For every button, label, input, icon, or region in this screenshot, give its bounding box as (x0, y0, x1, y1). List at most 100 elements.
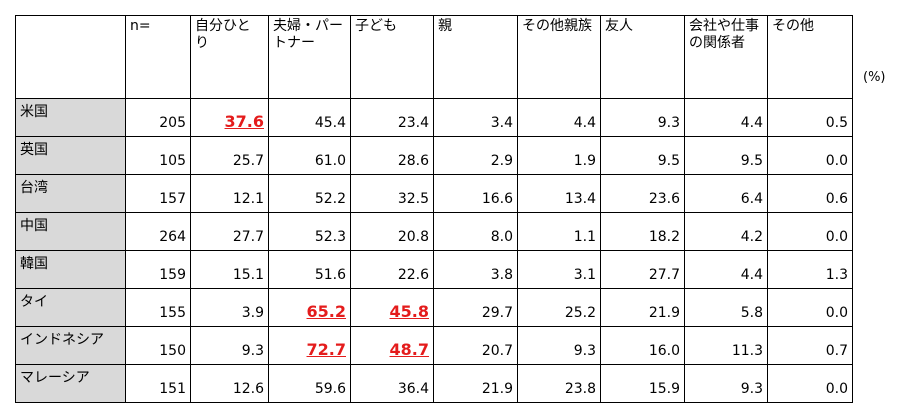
highlighted-value: 48.7 (389, 340, 429, 359)
value-cell: 9.5 (600, 136, 685, 175)
value-cell: 4.2 (684, 212, 768, 251)
value-cell: 155 (125, 288, 191, 327)
value-cell: 4.4 (517, 98, 601, 137)
value-cell: 27.7 (600, 250, 685, 289)
value-cell: 52.3 (268, 212, 351, 251)
data-row: 台湾 157 12.1 52.2 32.5 16.6 13.4 23.6 6.4 0.6 (15, 174, 853, 213)
value-cell: 25.2 (517, 288, 601, 327)
value-cell: 12.6 (190, 364, 269, 403)
value-cell: 45.4 (268, 98, 351, 137)
value-cell: 15.9 (600, 364, 685, 403)
value-cell: 105 (125, 136, 191, 175)
value-cell: 9.3 (517, 326, 601, 365)
value-cell: 3.9 (190, 288, 269, 327)
value-cell: 29.7 (433, 288, 518, 327)
value-cell: 1.1 (517, 212, 601, 251)
value-cell: 37.6 (190, 98, 269, 137)
data-row: 米国 205 37.6 45.4 23.4 3.4 4.4 9.3 4.4 0.5 (15, 98, 853, 137)
value-cell: 150 (125, 326, 191, 365)
value-cell: 72.7 (268, 326, 351, 365)
value-cell: 1.9 (517, 136, 601, 175)
value-cell: 20.7 (433, 326, 518, 365)
value-cell: 15.1 (190, 250, 269, 289)
value-cell: 59.6 (268, 364, 351, 403)
value-cell: 0.0 (767, 288, 853, 327)
value-cell: 264 (125, 212, 191, 251)
row-label: タイ (15, 288, 126, 327)
column-header: 夫婦・パートナー (268, 15, 351, 99)
corner-cell (15, 15, 126, 99)
column-header: その他 (767, 15, 853, 99)
value-cell: 23.8 (517, 364, 601, 403)
value-cell: 21.9 (600, 288, 685, 327)
value-cell: 12.1 (190, 174, 269, 213)
value-cell: 9.5 (684, 136, 768, 175)
highlighted-value: 65.2 (306, 302, 346, 321)
column-header: 自分ひとり (190, 15, 269, 99)
row-label: 中国 (15, 212, 126, 251)
row-label: マレーシア (15, 364, 126, 403)
data-table: n= 自分ひとり 夫婦・パートナー 子ども親その他親族 友人 会社や仕事の関係者 その他 米国… (15, 15, 853, 403)
row-label: 台湾 (15, 174, 126, 213)
value-cell: 157 (125, 174, 191, 213)
value-cell: 52.2 (268, 174, 351, 213)
value-cell: 25.7 (190, 136, 269, 175)
value-cell: 22.6 (350, 250, 434, 289)
highlighted-value: 37.6 (224, 112, 264, 131)
value-cell: 151 (125, 364, 191, 403)
value-cell: 205 (125, 98, 191, 137)
value-cell: 0.5 (767, 98, 853, 137)
value-cell: 18.2 (600, 212, 685, 251)
value-cell: 9.3 (684, 364, 768, 403)
data-row: 英国 105 25.7 61.0 28.6 2.9 1.9 9.5 9.5 0.0 (15, 136, 853, 175)
value-cell: 32.5 (350, 174, 434, 213)
value-cell: 3.1 (517, 250, 601, 289)
column-header: n= (125, 15, 191, 99)
value-cell: 23.6 (600, 174, 685, 213)
row-label: インドネシア (15, 326, 126, 365)
value-cell: 159 (125, 250, 191, 289)
value-cell: 16.0 (600, 326, 685, 365)
value-cell: 1.3 (767, 250, 853, 289)
value-cell: 0.0 (767, 212, 853, 251)
value-cell: 2.9 (433, 136, 518, 175)
value-cell: 0.0 (767, 136, 853, 175)
data-row: インドネシア 150 9.3 72.7 48.7 20.7 9.3 16.0 11.3 0.7 (15, 326, 853, 365)
highlighted-value: 72.7 (306, 340, 346, 359)
highlighted-value: 45.8 (389, 302, 429, 321)
value-cell: 5.8 (684, 288, 768, 327)
value-cell: 27.7 (190, 212, 269, 251)
value-cell: 9.3 (190, 326, 269, 365)
column-header: 友人 (600, 15, 685, 99)
value-cell: 36.4 (350, 364, 434, 403)
value-cell: 13.4 (517, 174, 601, 213)
value-cell: 6.4 (684, 174, 768, 213)
value-cell: 21.9 (433, 364, 518, 403)
row-label: 米国 (15, 98, 126, 137)
value-cell: 0.0 (767, 364, 853, 403)
value-cell: 9.3 (600, 98, 685, 137)
value-cell: 4.4 (684, 98, 768, 137)
value-cell: 28.6 (350, 136, 434, 175)
data-row: 中国 264 27.7 52.3 20.8 8.0 1.1 18.2 4.2 0.0 (15, 212, 853, 251)
value-cell: 3.4 (433, 98, 518, 137)
value-cell: 65.2 (268, 288, 351, 327)
row-label: 韓国 (15, 250, 126, 289)
value-cell: 8.0 (433, 212, 518, 251)
value-cell: 3.8 (433, 250, 518, 289)
column-header: 親 (433, 15, 518, 99)
column-header: 子ども (350, 15, 434, 99)
value-cell: 51.6 (268, 250, 351, 289)
unit-label: (%) (863, 70, 886, 85)
value-cell: 48.7 (350, 326, 434, 365)
value-cell: 23.4 (350, 98, 434, 137)
value-cell: 4.4 (684, 250, 768, 289)
data-row: タイ 155 3.9 65.2 45.8 29.7 25.2 21.9 5.8 0.0 (15, 288, 853, 327)
value-cell: 45.8 (350, 288, 434, 327)
value-cell: 61.0 (268, 136, 351, 175)
value-cell: 11.3 (684, 326, 768, 365)
header-row: n= 自分ひとり 夫婦・パートナー 子ども親その他親族 友人 会社や仕事の関係者 その他 (15, 15, 853, 99)
value-cell: 16.6 (433, 174, 518, 213)
value-cell: 20.8 (350, 212, 434, 251)
row-label: 英国 (15, 136, 126, 175)
